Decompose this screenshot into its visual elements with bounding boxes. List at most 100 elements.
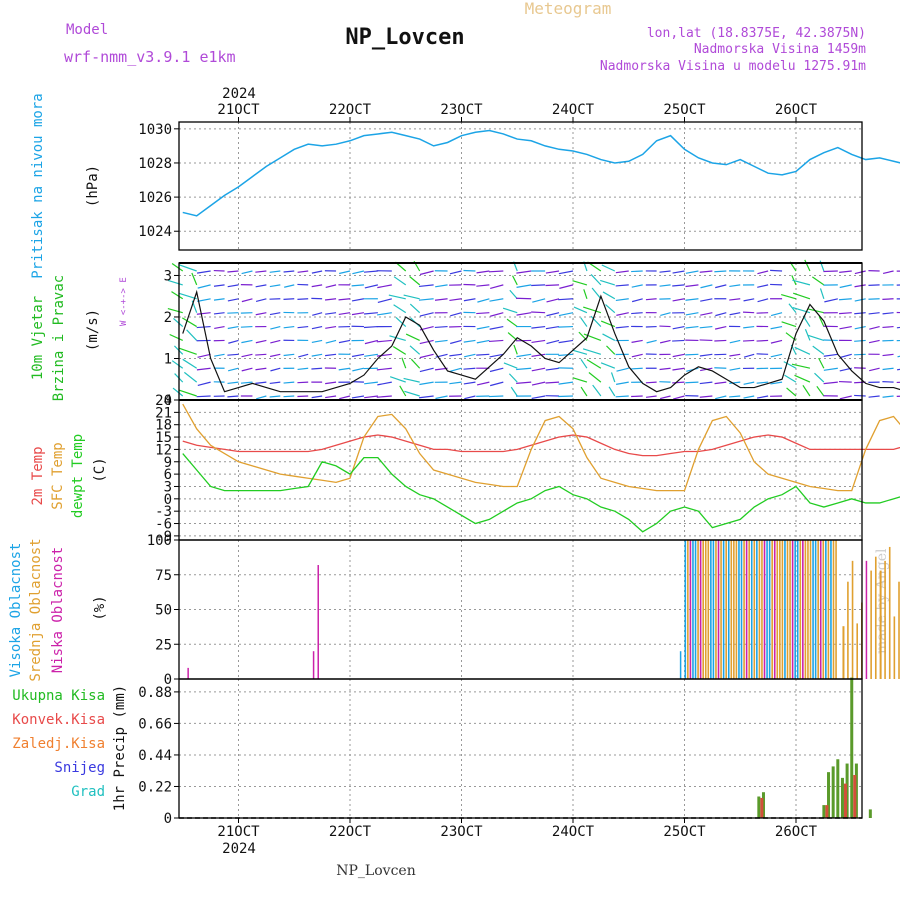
y-tick-label: 0.22 (138, 779, 172, 795)
panel-frame (178, 262, 863, 401)
wind-unit-label: (m/s) (85, 309, 101, 351)
wind-arrow (435, 284, 448, 288)
wind-arrow (364, 381, 378, 385)
day-label-bottom: 25OCT (663, 824, 706, 840)
cloud-bar (722, 540, 725, 679)
wind-arrow (311, 353, 323, 357)
wind-arrow (869, 367, 880, 372)
wind-arrow (546, 339, 560, 345)
wind-arrow (631, 395, 643, 398)
wind-arrow (269, 312, 281, 316)
wind-arrow (659, 284, 671, 287)
day-label-bottom: 23OCT (440, 824, 483, 840)
wind-arrow (324, 298, 337, 301)
wind-arrow (476, 284, 490, 287)
day-label-bottom: 21OCT (217, 824, 260, 840)
wind-arrow (605, 304, 616, 314)
wind-arrow (545, 270, 560, 274)
wind-arrow (325, 395, 337, 399)
cloud-bar (773, 540, 776, 679)
wind-arrow (489, 353, 504, 358)
wind-arrow (364, 339, 379, 345)
y-tick-label: 50 (155, 603, 172, 619)
wind-arrow (854, 325, 866, 330)
wind-arrow (531, 325, 546, 329)
wind-arrow (388, 294, 406, 300)
wind-arrow (269, 395, 281, 398)
wind-arrow (685, 312, 699, 316)
wind-arrow (582, 348, 602, 355)
wind-arrow (685, 298, 699, 301)
wind-arrow (213, 298, 225, 301)
cloud-bar (779, 540, 781, 679)
wind-arrow (270, 353, 281, 358)
wind-axis-label: 10m Vjetar (30, 296, 46, 380)
wind-arrow (241, 270, 253, 275)
cloud-bar (817, 540, 819, 679)
wind-arrow (196, 312, 211, 315)
wind-arrow (615, 325, 629, 329)
wind-arrow (854, 284, 866, 288)
wind-arrow (572, 377, 588, 383)
wind-arrow (173, 318, 184, 328)
wind-arrow (434, 325, 448, 329)
wind-arrow (463, 339, 476, 343)
cloud-bar (802, 540, 804, 679)
cloud-bar (874, 556, 877, 679)
wind-arrow (297, 270, 309, 273)
wind-arrow (352, 270, 365, 275)
wind-arrow (227, 381, 239, 385)
wind-arrow (558, 353, 574, 357)
wind-arrow (786, 387, 797, 397)
cloud-bar (789, 540, 791, 679)
cloud-bar (825, 540, 827, 679)
wind-arrow (699, 325, 713, 329)
wind-arrow (586, 359, 602, 369)
y-tick-label: 75 (155, 568, 172, 584)
cloud-bar (743, 540, 745, 679)
precip-axis-label: 1hr Precip (mm) (112, 685, 128, 811)
wind-arrow (729, 395, 741, 398)
wind-arrow (583, 333, 602, 342)
wind-arrow (602, 291, 616, 300)
wind-arrow (476, 381, 490, 386)
y-tick-label: 1 (164, 351, 172, 367)
wind-arrow (241, 367, 253, 372)
model-name: wrf-nmm_v3.9.1 e1km (64, 48, 236, 66)
wind-arrow (672, 284, 685, 287)
precip-legend-item: Zaledj.Kisa (12, 736, 105, 752)
wind-arrow (616, 367, 629, 372)
wind-arrow-field (167, 259, 900, 400)
wind-arrow (377, 381, 392, 386)
y-tick-label: 0.88 (138, 685, 172, 701)
wind-arrow (714, 325, 727, 330)
wind-arrow (818, 316, 825, 327)
wind-arrow (757, 284, 769, 288)
wind-arrow (171, 291, 184, 300)
day-label-bottom: 26OCT (775, 824, 818, 840)
wind-arrow (376, 395, 392, 398)
y-tick-label: 12 (155, 442, 172, 458)
wind-arrow (743, 353, 755, 358)
wind-arrow (757, 270, 769, 275)
wind-arrow (196, 367, 211, 371)
wind-arrow (545, 381, 560, 384)
cloud-bar (804, 540, 807, 679)
wind-arrow (823, 353, 838, 357)
coords-text: lon,lat (18.8375E, 42.3875N) (647, 26, 866, 41)
cloud-bar (710, 540, 712, 679)
cloud-bar (699, 540, 702, 679)
wind-arrow (227, 284, 239, 288)
wind-arrow (783, 361, 797, 369)
cloud-bar (898, 581, 900, 679)
day-label-bottom: 22OCT (329, 824, 372, 840)
cloud-bar (748, 540, 750, 679)
total-precip-bar (827, 772, 831, 818)
wind-arrow (516, 381, 532, 385)
wind-arrow (729, 339, 741, 344)
wind-arrow (449, 353, 462, 357)
wind-arrow (816, 385, 825, 397)
cloud-bar (766, 540, 768, 679)
elevation-text: Nadmorska Visina 1459m (694, 42, 866, 57)
wind-arrow (580, 317, 588, 327)
